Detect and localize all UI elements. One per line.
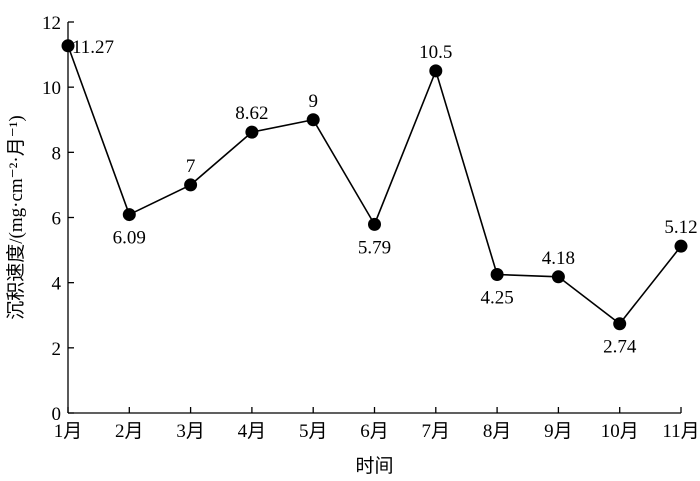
y-axis-ticks: 0 2 4 6 8 10 12 bbox=[42, 13, 74, 425]
data-point bbox=[613, 317, 627, 331]
data-label: 5.12 bbox=[664, 217, 697, 238]
x-tick-label: 7月 bbox=[422, 421, 451, 442]
y-tick-label: 12 bbox=[42, 13, 61, 34]
axes bbox=[67, 22, 681, 414]
series bbox=[61, 39, 688, 331]
y-tick-label: 4 bbox=[52, 274, 62, 295]
data-label: 4.25 bbox=[480, 288, 513, 309]
x-tick-label: 6月 bbox=[360, 421, 389, 442]
x-tick-label: 1月 bbox=[54, 421, 83, 442]
data-point bbox=[551, 270, 565, 284]
data-label: 2.74 bbox=[603, 337, 637, 358]
data-label: 4.18 bbox=[542, 248, 575, 269]
x-tick-label: 10月 bbox=[601, 421, 639, 442]
x-tick-label: 8月 bbox=[483, 421, 512, 442]
data-label: 11.27 bbox=[72, 37, 114, 58]
data-point bbox=[245, 125, 259, 139]
x-axis-title: 时间 bbox=[355, 455, 393, 477]
y-tick-label: 8 bbox=[52, 143, 62, 164]
data-label: 10.5 bbox=[419, 42, 452, 63]
x-tick-label: 9月 bbox=[544, 421, 573, 442]
y-tick-label: 6 bbox=[52, 209, 62, 230]
y-tick-label: 10 bbox=[42, 78, 61, 99]
data-label: 8.62 bbox=[235, 103, 268, 124]
x-tick-label: 11月 bbox=[662, 421, 699, 442]
data-point bbox=[306, 113, 320, 127]
y-tick-label: 2 bbox=[52, 339, 62, 360]
data-point bbox=[368, 217, 381, 231]
series-line bbox=[67, 45, 682, 325]
data-point bbox=[674, 239, 688, 253]
x-tick-label: 5月 bbox=[299, 421, 328, 442]
data-label: 5.79 bbox=[358, 237, 391, 258]
x-tick-label: 2月 bbox=[115, 421, 144, 442]
x-tick-label: 3月 bbox=[176, 421, 205, 442]
data-labels: 11.27 6.09 7 8.62 9 5.79 10.5 4.25 4.18 2.74 5.12 bbox=[72, 37, 698, 358]
data-point bbox=[184, 178, 198, 192]
data-label: 9 bbox=[308, 91, 318, 112]
x-axis-ticks: 1月 2月 3月 4月 5月 6月 7月 8月 9月 10月 11月 bbox=[54, 407, 700, 442]
y-axis-title: 沉积速度/(mg·cm⁻²·月⁻¹) bbox=[5, 115, 27, 320]
data-label: 7 bbox=[186, 156, 196, 177]
data-point bbox=[490, 268, 504, 282]
y-tick-label: 0 bbox=[52, 404, 62, 425]
data-label: 6.09 bbox=[113, 228, 146, 249]
data-point bbox=[61, 39, 75, 53]
data-point bbox=[429, 64, 443, 78]
data-point bbox=[122, 208, 136, 222]
x-tick-label: 4月 bbox=[238, 421, 267, 442]
